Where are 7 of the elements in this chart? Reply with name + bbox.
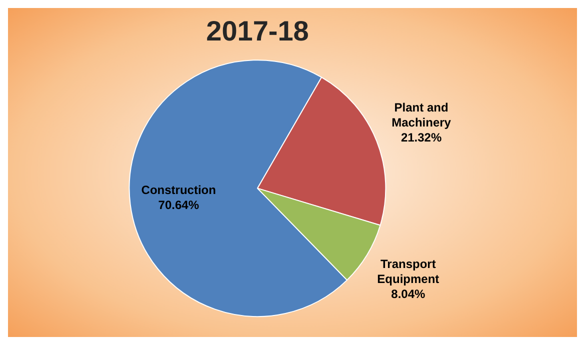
slice-label: Transport Equipment [377,256,440,286]
slice-label: Plant and Machinery [392,100,452,130]
data-label: 70.64% [158,198,200,212]
data-label: 21.32% [400,130,442,145]
slice-label: Construction [141,183,216,198]
data-label: 8.04% [391,286,426,301]
chart-title: 2017-18 [206,16,309,47]
